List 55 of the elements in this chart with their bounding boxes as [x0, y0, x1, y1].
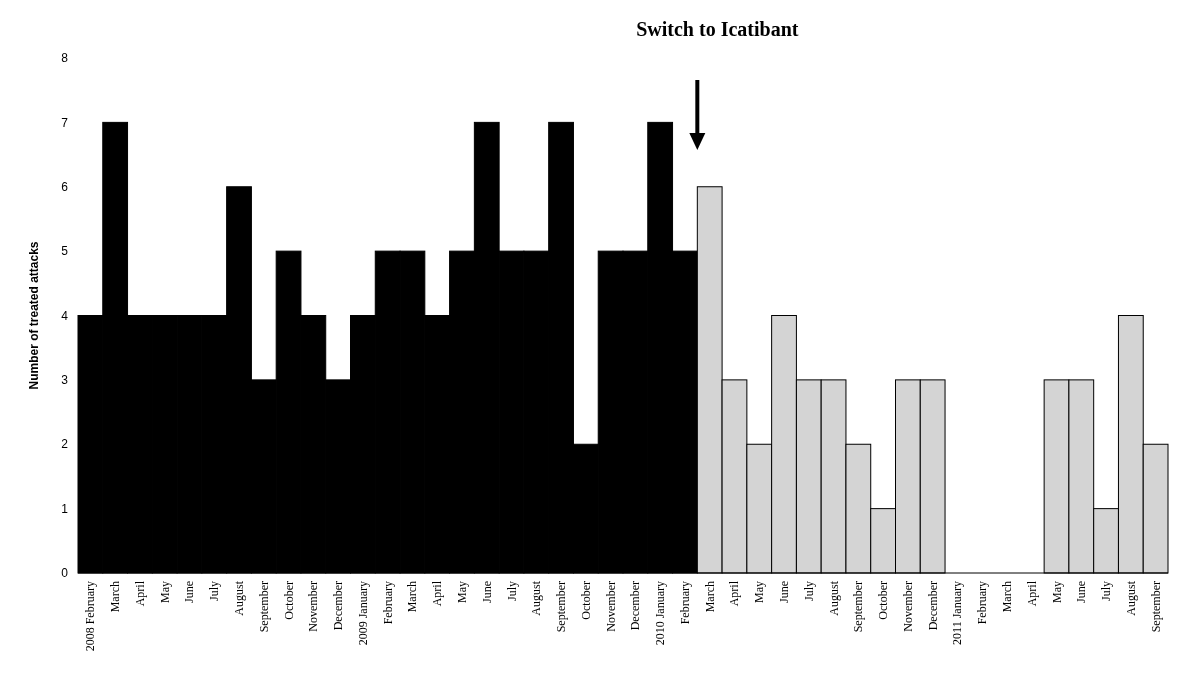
x-tick-label: May [454, 581, 469, 603]
x-tick-label: September [554, 581, 569, 633]
x-tick-label: 2010 January [653, 581, 668, 646]
x-tick-label: November [306, 581, 321, 632]
x-tick-label: March [405, 581, 420, 613]
x-tick-label: December [628, 581, 643, 631]
x-tick-label: July [801, 581, 816, 602]
x-tick-label: February [380, 581, 395, 625]
x-tick-label: September [1148, 581, 1163, 633]
x-tick-label: October [578, 581, 593, 620]
y-tick-label: 6 [61, 179, 69, 194]
x-tick-label: August [529, 580, 544, 616]
x-tick-label: July [504, 581, 519, 602]
x-tick-label: March [108, 581, 123, 613]
x-tick-label: October [281, 581, 296, 620]
text: Switch to Icatibant [636, 18, 799, 40]
x-tick-label: December [331, 581, 346, 631]
x-tick-label: May [1049, 581, 1064, 603]
x-tick-label: April [430, 580, 445, 607]
y-tick-label: 3 [61, 373, 69, 388]
x-tick-label: April [1024, 580, 1039, 607]
x-tick-label: November [900, 581, 915, 632]
x-tick-label: September [256, 581, 271, 633]
x-tick-label: June [1074, 581, 1089, 603]
y-tick-label: 0 [61, 566, 69, 581]
y-tick-label: 4 [61, 308, 69, 323]
x-tick-label: October [876, 581, 891, 620]
y-tick-label: 1 [61, 501, 69, 516]
y-tick-label: 5 [61, 244, 69, 259]
x-tick-label: May [157, 581, 172, 603]
x-tick-label: March [999, 581, 1014, 613]
x-tick-label: August [826, 580, 841, 616]
x-tick-label: June [777, 581, 792, 603]
x-tick-label: February [975, 581, 990, 625]
x-tick-label: September [851, 581, 866, 633]
x-tick-label: August [1123, 580, 1138, 616]
y-axis-title: Number of treated attacks [27, 241, 41, 390]
x-tick-label: March [702, 581, 717, 613]
x-tick-label: May [752, 581, 767, 603]
x-tick-label: June [479, 581, 494, 603]
x-tick-label: August [232, 580, 247, 616]
x-tick-label: June [182, 581, 197, 603]
x-tick-label: February [677, 581, 692, 625]
x-tick-label: 2009 January [355, 581, 370, 646]
y-tick-label: 8 [61, 51, 69, 66]
x-tick-label: April [132, 580, 147, 607]
x-tick-label: November [603, 581, 618, 632]
x-tick-label: July [207, 581, 222, 602]
x-tick-label: 2011 January [950, 581, 965, 645]
y-tick-label: 7 [61, 115, 69, 130]
y-tick-label: 2 [61, 437, 69, 452]
x-tick-label: December [925, 581, 940, 631]
x-tick-label: April [727, 580, 742, 607]
x-tick-label: July [1099, 581, 1114, 602]
x-tick-label: 2008 February [83, 581, 98, 652]
